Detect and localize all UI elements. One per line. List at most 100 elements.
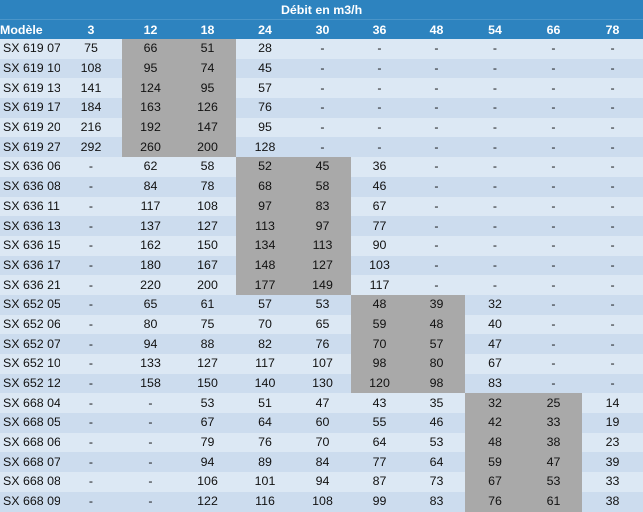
flow-value-cell: - <box>525 137 582 158</box>
flow-value-cell: - <box>60 432 122 453</box>
flow-value-cell: - <box>60 354 122 374</box>
flow-value-cell: 97 <box>294 216 351 236</box>
flow-value-cell: 79 <box>179 432 236 453</box>
flow-value-cell: - <box>408 235 465 256</box>
flow-value-cell: 141 <box>60 78 122 99</box>
flow-value-cell: - <box>525 334 582 354</box>
flow-value-cell: - <box>408 216 465 236</box>
flow-value-cell: 76 <box>236 98 294 118</box>
flow-value-cell: - <box>465 216 525 236</box>
table-row: SX 652 12-158 150 140 130 120 98 83- - <box>0 373 643 394</box>
flow-value-cell: 78 <box>179 176 236 197</box>
flow-value-cell: - <box>582 373 643 394</box>
flow-value-cell: 90 <box>351 235 408 256</box>
flow-value-cell: 59 <box>351 314 408 335</box>
flow-value-cell: 57 <box>236 78 294 99</box>
flow-value-cell: - <box>122 452 179 473</box>
flow-value-cell: 177 <box>236 275 294 295</box>
model-cell: SX 668 04 <box>0 393 60 414</box>
flow-value-cell: - <box>294 78 351 99</box>
flow-value-cell: 120 <box>351 373 408 394</box>
flow-value-cell: - <box>582 334 643 354</box>
flow-value-cell: 167 <box>179 255 236 276</box>
flow-value-cell: - <box>351 39 408 59</box>
flow-value-cell: 73 <box>408 472 465 492</box>
flow-value-cell: 220 <box>122 275 179 295</box>
flow-value-cell: 62 <box>122 157 179 177</box>
flow-value-cell: 130 <box>294 373 351 394</box>
table-row: SX 619 13 141 124 95 57- - - - - - <box>0 78 643 99</box>
table-title-row: Débit en m3/h <box>0 0 643 20</box>
table-row: SX 652 07-94 88 82 76 70 57 47- - <box>0 334 643 354</box>
flow-value-cell: - <box>351 58 408 79</box>
flow-value-cell: 19 <box>582 413 643 433</box>
flow-value-cell: 77 <box>351 452 408 473</box>
table-row: SX 636 15-162 150 134 113 90- - - - <box>0 235 643 256</box>
flow-value-cell: 95 <box>236 117 294 138</box>
flow-value-cell: 57 <box>236 294 294 315</box>
flow-value-cell: - <box>525 176 582 197</box>
flow-value-cell: - <box>60 255 122 276</box>
flow-value-cell: 40 <box>465 314 525 335</box>
flow-value-cell: - <box>294 117 351 138</box>
flow-value-cell: 74 <box>179 58 236 79</box>
flow-value-cell: 292 <box>60 137 122 158</box>
model-cell: SX 668 05 <box>0 413 60 433</box>
flow-value-cell: - <box>122 413 179 433</box>
flow-value-cell: - <box>525 78 582 99</box>
flow-value-cell: 128 <box>236 137 294 158</box>
flow-value-cell: 67 <box>465 354 525 374</box>
flow-value-cell: - <box>60 196 122 217</box>
flow-value-cell: 99 <box>351 491 408 512</box>
flow-value-cell: 46 <box>408 413 465 433</box>
flow-value-cell: 113 <box>294 235 351 256</box>
table-row: SX 652 10-133 127 117 107 98 80 67- - <box>0 354 643 374</box>
flow-value-cell: - <box>60 235 122 256</box>
flow-value-cell: 36 <box>351 157 408 177</box>
flow-value-cell: - <box>465 255 525 276</box>
flow-value-cell: 67 <box>351 196 408 217</box>
flow-value-cell: 88 <box>179 334 236 354</box>
flow-value-cell: 127 <box>179 216 236 236</box>
flow-value-cell: 39 <box>408 294 465 315</box>
flow-value-cell: 163 <box>122 98 179 118</box>
flow-value-cell: 33 <box>525 413 582 433</box>
flow-value-cell: 46 <box>351 176 408 197</box>
flow-value-cell: 80 <box>122 314 179 335</box>
flow-value-cell: - <box>465 117 525 138</box>
flow-value-cell: 83 <box>465 373 525 394</box>
flow-value-cell: 39 <box>582 452 643 473</box>
flow-value-cell: 53 <box>525 472 582 492</box>
flow-value-cell: 260 <box>122 137 179 158</box>
flow-value-cell: - <box>582 157 643 177</box>
model-cell: SX 636 17 <box>0 255 60 276</box>
table-row: SX 652 06-80 75 70 65 59 48 40- - <box>0 314 643 335</box>
flow-value-cell: - <box>525 39 582 59</box>
model-cell: SX 619 07 <box>0 39 60 59</box>
flow-value-cell: 47 <box>465 334 525 354</box>
flow-value-cell: - <box>60 413 122 433</box>
flow-value-cell: 158 <box>122 373 179 394</box>
flow-value-cell: - <box>525 354 582 374</box>
flow-value-cell: - <box>408 137 465 158</box>
flow-value-cell: - <box>525 117 582 138</box>
flow-value-cell: - <box>525 275 582 295</box>
flow-value-cell: 25 <box>525 393 582 414</box>
flow-value-cell: 108 <box>60 58 122 79</box>
model-cell: SX 668 08 <box>0 472 60 492</box>
flow-value-cell: 51 <box>236 393 294 414</box>
flow-value-cell: 35 <box>408 393 465 414</box>
flow-value-cell: 83 <box>294 196 351 217</box>
table-row: SX 619 07 75 66 51 28- - - - - - <box>0 39 643 59</box>
table-row: SX 636 13-137 127 113 97 77- - - - <box>0 216 643 236</box>
model-cell: SX 652 10 <box>0 354 60 374</box>
flow-value-cell: - <box>525 58 582 79</box>
flow-value-cell: 32 <box>465 294 525 315</box>
flow-value-cell: 77 <box>351 216 408 236</box>
table-row: SX 636 17-180 167 148 127 103- - - - <box>0 255 643 276</box>
table-row: SX 636 21-220 200 177 149 117- - - - <box>0 275 643 295</box>
model-cell: SX 668 09 <box>0 491 60 512</box>
flow-value-cell: - <box>582 176 643 197</box>
model-cell: SX 636 21 <box>0 275 60 295</box>
